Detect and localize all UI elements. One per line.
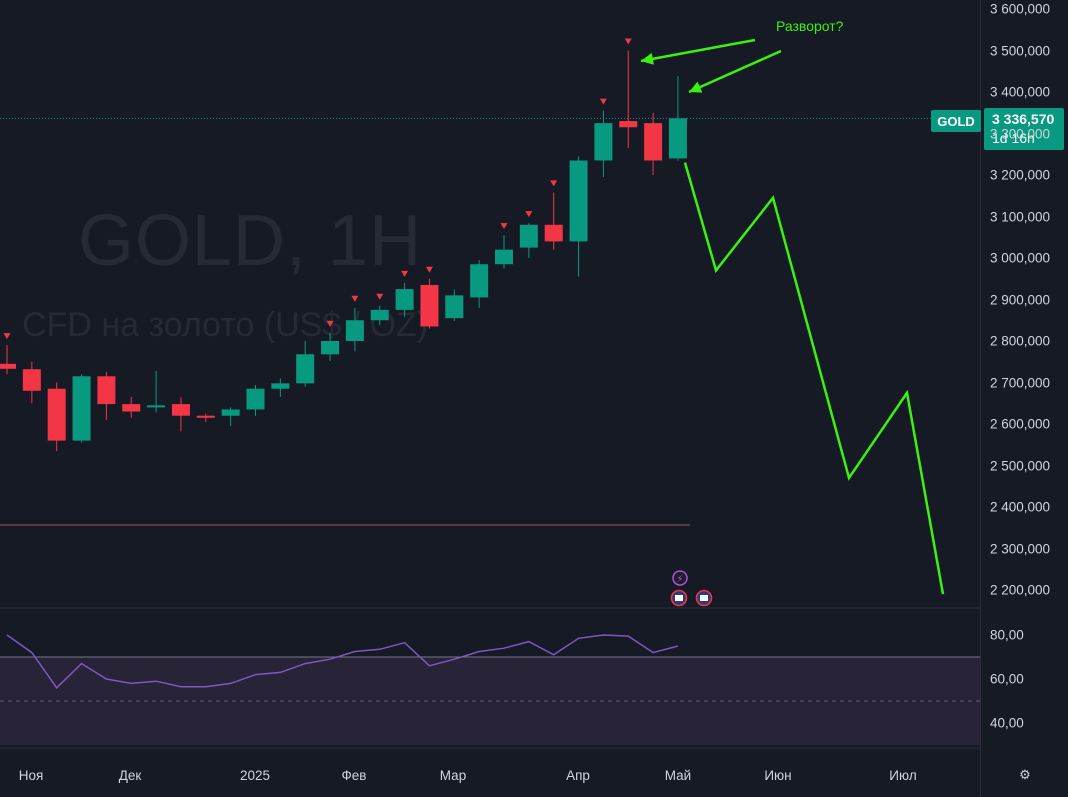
candle-body <box>147 405 166 408</box>
candle-body <box>72 376 91 441</box>
price-tick-label: 2 800,000 <box>990 333 1051 349</box>
price-tick-label: 3 300,000 <box>990 126 1051 141</box>
candle-body <box>594 123 613 161</box>
time-tick-label: Мар <box>439 768 467 783</box>
high-marker <box>326 320 334 327</box>
annotation-arrow <box>688 49 782 94</box>
event-flash-icon <box>672 570 688 586</box>
candle-body <box>122 404 141 412</box>
watermark-symbol: GOLD, 1H <box>78 201 423 281</box>
candle-body <box>345 320 364 341</box>
candle-body <box>519 224 538 248</box>
time-tick-label: Ноя <box>18 768 44 783</box>
rsi-tick-label: 60,00 <box>990 671 1024 687</box>
candle-body <box>569 160 588 242</box>
time-tick-label: Июл <box>889 768 917 783</box>
high-marker <box>376 293 384 300</box>
bar-countdown: 1d 16h <box>992 130 1035 146</box>
price-tick-label: 2 200,000 <box>990 582 1051 598</box>
price-tick-label: 2 900,000 <box>990 292 1051 307</box>
last-price-value: 3 336,570 <box>992 111 1055 127</box>
settings-icon[interactable]: ⚙ <box>1019 767 1031 782</box>
high-marker <box>599 98 607 105</box>
candle-body <box>544 224 563 242</box>
price-tick-label: 3 100,000 <box>990 209 1051 224</box>
rsi-line <box>6 634 679 689</box>
candle-body <box>370 309 389 321</box>
us-flag-icon <box>700 595 708 601</box>
high-marker <box>500 223 508 230</box>
us-flag-icon <box>675 595 683 601</box>
candle-body <box>97 376 116 405</box>
candle-body <box>470 264 489 298</box>
price-tick-label: 3 400,000 <box>990 84 1051 100</box>
price-tick-label: 2 300,000 <box>990 541 1051 556</box>
high-marker <box>3 333 11 340</box>
candle-body <box>445 295 464 319</box>
candle-body <box>196 415 215 418</box>
candle-body <box>22 369 41 391</box>
event-flash-glyph: ⚡ <box>676 574 683 585</box>
high-marker <box>425 266 433 273</box>
candle-body <box>47 388 66 441</box>
time-tick-label: Апр <box>566 768 590 783</box>
candle-body <box>271 383 290 389</box>
time-tick-label: Май <box>664 768 692 783</box>
price-tick-label: 3 000,000 <box>990 250 1051 266</box>
candle-body <box>221 409 240 416</box>
price-tick-label: 2 500,000 <box>990 458 1051 473</box>
candle-body <box>495 249 513 265</box>
candle-body <box>0 363 16 369</box>
price-tick-label: 3 200,000 <box>990 167 1051 183</box>
price-tick-label: 2 400,000 <box>990 499 1051 515</box>
candle-body <box>619 121 638 128</box>
price-tick-label: 3 600,000 <box>990 1 1051 17</box>
candle-body <box>420 284 439 327</box>
price-tick-label: 2 600,000 <box>990 416 1051 432</box>
projection-line <box>683 162 945 595</box>
annotation-arrow-head <box>641 52 654 65</box>
high-marker <box>550 180 558 187</box>
time-tick-label: Дек <box>118 768 142 783</box>
time-tick-label: Фев <box>341 768 367 783</box>
candle-body <box>171 404 190 416</box>
symbol-badge: GOLD <box>931 110 981 132</box>
time-tick-label: Июн <box>764 768 792 783</box>
price-tick-label: 2 700,000 <box>990 375 1051 390</box>
high-marker <box>624 38 632 45</box>
high-marker <box>401 270 409 277</box>
high-marker <box>351 295 359 302</box>
last-price-tag: 3 336,570 1d 16h <box>984 108 1064 150</box>
candle-body <box>296 354 315 384</box>
candle-body <box>395 289 414 310</box>
annotation-label: Разворот? <box>776 18 844 34</box>
high-marker <box>525 211 533 218</box>
rsi-tick-label: 80,00 <box>990 627 1024 643</box>
annotation-arrow-head <box>689 81 703 93</box>
candle-body <box>644 123 663 161</box>
price-tick-label: 3 500,000 <box>990 43 1051 58</box>
rsi-tick-label: 40,00 <box>990 715 1024 731</box>
candle-body <box>321 341 340 355</box>
candle-body <box>246 388 265 410</box>
annotation-arrow <box>640 38 756 63</box>
candle-body <box>668 118 687 159</box>
time-tick-label: 2025 <box>239 768 271 783</box>
